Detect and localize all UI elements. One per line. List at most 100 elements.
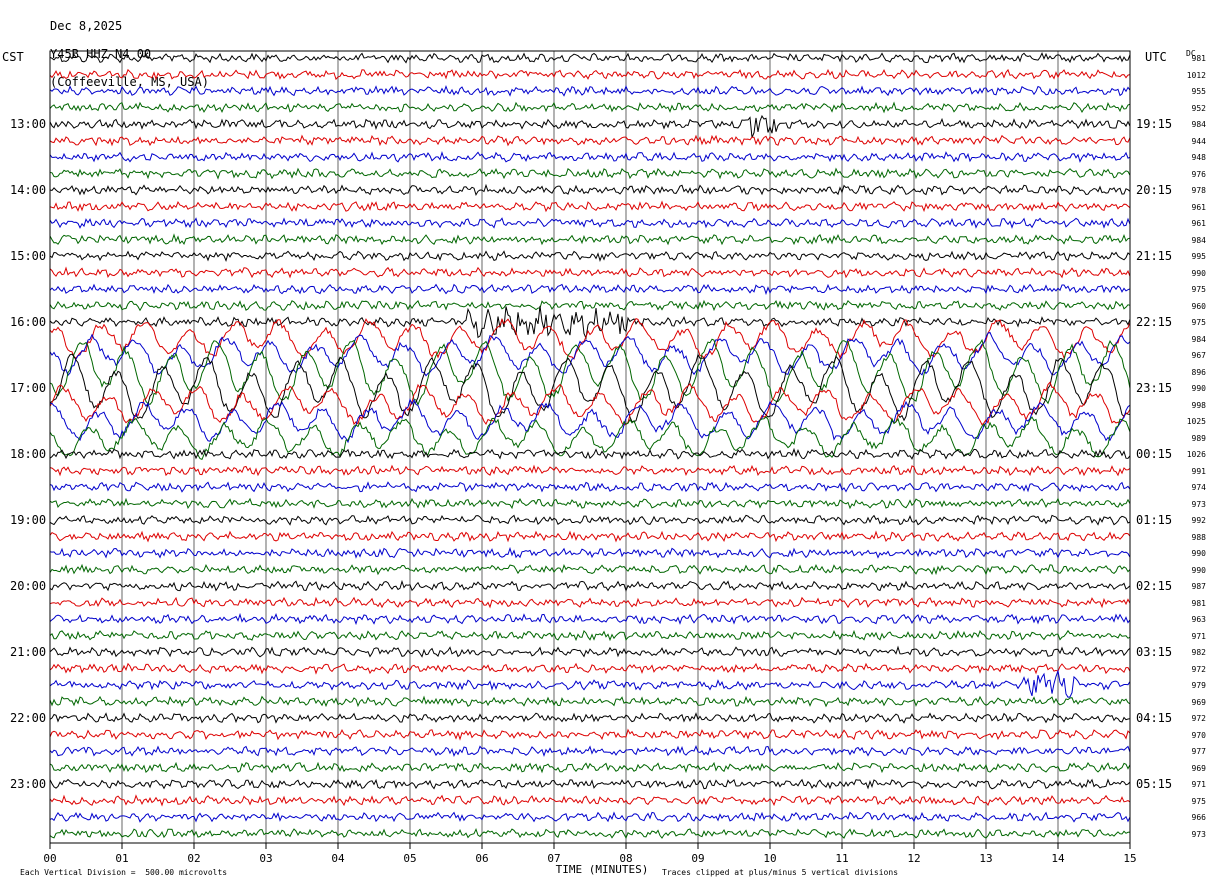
dc-offset-label: 987 [1191,582,1206,591]
right-hour-label: 03:15 [1136,645,1173,659]
dc-offset-label: 982 [1191,648,1206,657]
left-hour-label: 18:00 [10,447,47,461]
dc-offset-label: 975 [1191,318,1206,327]
trace-line [49,331,1131,377]
dc-offset-label: 967 [1191,351,1206,360]
x-tick-label: 15 [1123,852,1137,865]
dc-offset-label: 969 [1191,763,1206,773]
dc-offset-label: 976 [1191,169,1206,179]
trace-line [49,563,1131,576]
dc-offset-label: 990 [1191,268,1206,278]
dc-offset-label: 998 [1191,400,1206,410]
right-hour-label: 23:15 [1136,381,1173,395]
left-hour-label: 17:00 [10,381,47,395]
dc-offset-label: 961 [1191,219,1206,228]
dc-offset-label: 989 [1191,433,1206,443]
plot-frame [49,50,1131,844]
trace-line [49,266,1131,279]
left-hour-label: 19:00 [10,513,47,527]
dc-offset-label: 991 [1191,466,1206,476]
x-tick-label: 03 [259,852,273,865]
right-timezone-label: UTC [1145,50,1167,64]
right-hour-label: 22:15 [1136,315,1173,329]
x-tick-label: 02 [187,852,201,865]
right-hour-label: 01:15 [1136,513,1173,527]
left-hour-label: 22:00 [10,711,47,725]
dc-offset-label: 978 [1191,186,1206,195]
x-tick-label: 14 [1051,852,1065,865]
right-hour-label: 04:15 [1136,711,1173,725]
trace-line [49,183,1131,197]
trace-line [49,151,1131,163]
dc-offset-label: 975 [1191,796,1206,806]
trace-line [49,596,1131,609]
right-hour-label: 00:15 [1136,447,1173,461]
trace-line [49,778,1131,790]
trace-line [49,794,1131,807]
right-hour-label: 19:15 [1136,117,1173,131]
x-tick-label: 07 [547,852,561,865]
trace-line [49,200,1131,213]
trace-line [49,712,1131,724]
left-hour-label: 14:00 [10,183,47,197]
trace-line [49,695,1131,708]
trace-line [49,530,1131,543]
traces [49,52,1131,840]
x-tick-label: 08 [619,852,633,865]
dc-offset-label: 988 [1191,532,1206,542]
trace-line [49,546,1131,559]
scale-note: Each Vertical Division = 500.00 microvol… [20,868,228,877]
dc-offset-label: 990 [1191,565,1206,575]
dc-offset-label: 970 [1191,730,1206,740]
dc-offset-label: 966 [1191,813,1206,822]
x-tick-label: 12 [907,852,921,865]
trace-line [49,134,1131,147]
left-hour-label: 13:00 [10,117,47,131]
dc-offset-label: 975 [1191,285,1206,294]
left-hour-label: 16:00 [10,315,47,329]
trace-line [49,481,1131,493]
x-tick-label: 09 [691,852,705,865]
dc-offset-label: 984 [1191,120,1206,129]
trace-line [49,514,1131,526]
x-tick-label: 01 [115,852,129,865]
trace-line [49,52,1131,64]
right-hour-label: 21:15 [1136,249,1173,263]
dc-offset-label: 944 [1191,136,1206,146]
trace-line [49,299,1131,312]
dc-offset-label: 955 [1191,87,1206,96]
x-tick-label: 11 [835,852,849,865]
trace-line [49,217,1131,229]
trace-line [49,381,1131,426]
trace-line [49,579,1131,592]
dc-offset-label: 990 [1191,384,1206,393]
trace-line [49,497,1131,510]
dc-offset-label: 972 [1191,664,1206,674]
x-tick-label: 13 [979,852,993,865]
left-timezone-label: CST [2,50,24,64]
dc-offset-label: 971 [1191,780,1206,789]
right-hour-label: 02:15 [1136,579,1173,593]
dc-offset-label: 981 [1191,54,1206,63]
trace-line [49,811,1131,823]
trace-line [49,305,1131,340]
dc-offset-label: 973 [1191,499,1206,509]
dc-offset-label: 984 [1191,235,1206,245]
dc-offset-label: 981 [1191,598,1206,608]
left-hour-label: 21:00 [10,645,47,659]
dc-offset-label: 969 [1191,697,1206,707]
dc-offset-label: 984 [1191,334,1206,344]
left-hour-label: 20:00 [10,579,47,593]
dc-offset-label: 990 [1191,549,1206,558]
trace-line [49,114,1131,138]
dc-offset-label: 1012 [1186,70,1206,80]
dc-offset-label: 896 [1191,367,1206,377]
clip-note: Traces clipped at plus/minus 5 vertical … [662,868,899,877]
x-axis-label: TIME (MINUTES) [555,863,649,876]
trace-line [49,338,1131,407]
left-hour-label: 15:00 [10,249,47,263]
x-tick-label: 10 [763,852,777,865]
trace-line [49,662,1131,675]
trace-line [49,167,1131,180]
x-tick-label: 05 [403,852,417,865]
